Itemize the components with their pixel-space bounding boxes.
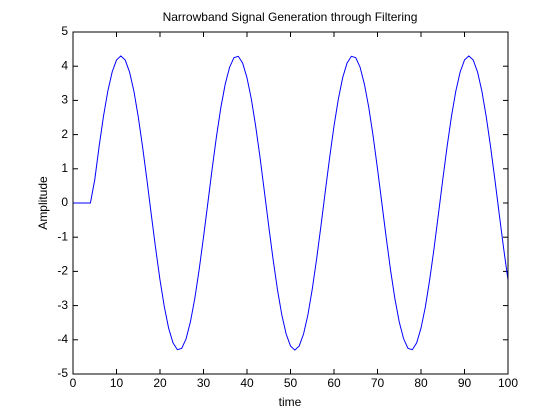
y-tick-label: -4 bbox=[57, 332, 68, 346]
y-tick-label: 3 bbox=[61, 93, 68, 107]
x-axis-label: time bbox=[279, 395, 302, 409]
x-tick-label: 60 bbox=[327, 376, 341, 390]
y-axis-label: Amplitude bbox=[36, 176, 50, 230]
y-tick-label: 5 bbox=[61, 24, 68, 38]
x-tick-label: 90 bbox=[458, 376, 472, 390]
x-tick-label: 40 bbox=[240, 376, 254, 390]
y-tick-label: 2 bbox=[61, 127, 68, 141]
y-tick-label: 0 bbox=[61, 195, 68, 209]
x-tick-label: 100 bbox=[498, 376, 518, 390]
x-tick-label: 50 bbox=[284, 376, 298, 390]
x-tick-label: 80 bbox=[414, 376, 428, 390]
x-tick-label: 20 bbox=[153, 376, 167, 390]
chart-title: Narrowband Signal Generation through Fil… bbox=[163, 10, 418, 24]
y-tick-label: -2 bbox=[57, 264, 68, 278]
y-tick-label: 4 bbox=[61, 58, 68, 72]
y-tick-label: -5 bbox=[57, 366, 68, 380]
y-tick-label: -1 bbox=[57, 229, 68, 243]
x-tick-label: 0 bbox=[70, 376, 77, 390]
plot-area bbox=[73, 32, 508, 374]
y-tick-label: -3 bbox=[57, 298, 68, 312]
x-tick-label: 70 bbox=[371, 376, 385, 390]
line-series bbox=[73, 55, 509, 351]
x-tick-label: 10 bbox=[110, 376, 124, 390]
axes-box bbox=[72, 31, 509, 375]
y-tick-label: 1 bbox=[61, 161, 68, 175]
x-tick-label: 30 bbox=[197, 376, 211, 390]
